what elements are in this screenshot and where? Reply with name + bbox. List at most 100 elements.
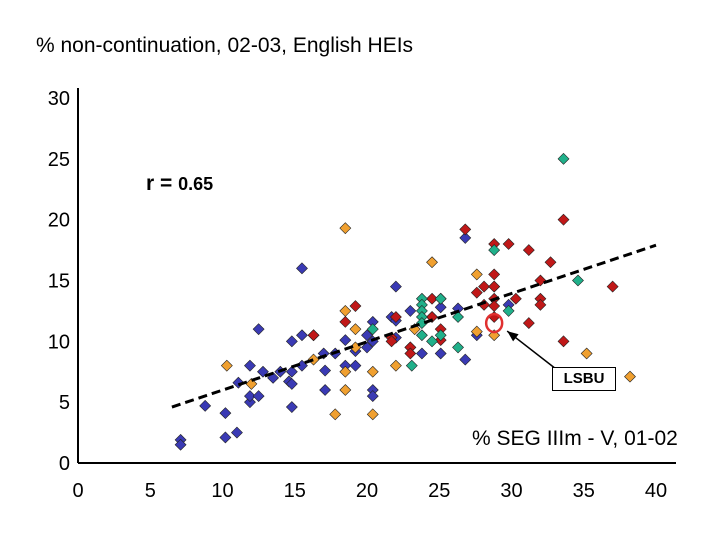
data-point [252,323,265,336]
data-point [426,292,438,305]
data-point [572,274,584,287]
data-point [606,280,619,293]
x-tick-label: 25 [428,480,450,502]
data-point [307,329,320,342]
data-point [415,329,428,342]
data-point [452,341,464,354]
data-point [459,353,472,366]
data-point [307,353,320,366]
data-point [557,335,570,348]
y-tick-label: 0 [59,453,70,475]
data-point [459,231,472,244]
data-point [389,311,402,323]
data-point [434,347,447,360]
data-point [534,298,547,311]
data-point [488,280,501,293]
data-point [478,280,490,293]
data-points [174,152,636,451]
data-point [245,377,258,390]
data-point [470,325,483,338]
data-point [349,359,362,372]
data-point [488,244,501,257]
data-point [285,365,298,378]
data-point [339,365,352,378]
data-point [329,408,342,421]
x-tick-label: 0 [72,480,83,502]
data-point [557,213,570,226]
data-point [488,268,501,281]
data-point [434,292,447,305]
data-point [220,359,233,372]
correlation-label: r = 0.65 [146,172,213,196]
data-point [366,390,379,403]
x-tick-label: 20 [356,480,378,502]
data-point [252,390,265,403]
data-point [349,323,362,336]
data-point [285,335,298,348]
x-tick-label: 5 [145,480,156,502]
data-point [509,292,522,305]
chart-title: % non-continuation, 02-03, English HEIs [36,34,414,57]
x-tick-label: 35 [573,480,595,502]
data-point [319,364,332,377]
data-point [349,300,362,312]
data-point [296,262,308,275]
data-point [426,335,438,348]
data-point [244,396,256,409]
trendline [171,243,657,409]
data-point [339,222,352,235]
data-point [405,359,418,372]
data-point [624,370,636,383]
data-point [404,347,417,360]
data-point [404,304,417,317]
data-point [366,365,379,378]
data-point [361,329,373,342]
data-point [385,335,398,348]
data-point [361,341,373,354]
data-point [174,438,187,451]
data-point [244,359,256,372]
data-point [434,329,447,342]
lsbu-callout-arrowhead [507,331,519,342]
data-point [319,384,332,396]
data-point [296,329,308,342]
data-point [339,384,352,396]
data-point [557,152,570,165]
data-point [366,323,379,336]
x-tick-label: 10 [211,480,233,502]
lsbu-highlight-marker [484,312,504,334]
y-tick-labels: 0 5 10 15 20 25 30 [48,88,70,475]
data-point [522,244,535,257]
data-point [366,408,379,421]
data-point [339,334,352,347]
data-point [544,256,557,269]
lsbu-callout-box: LSBU [552,367,616,391]
data-point [452,311,464,323]
data-point [339,315,352,328]
data-point [231,426,243,439]
data-point [219,407,232,420]
correlation-value: 0.65 [178,174,214,194]
y-tick-label: 30 [48,88,70,110]
data-point [244,390,256,403]
data-point [470,268,483,281]
data-point [434,301,447,314]
data-point [522,317,535,330]
y-tick-label: 10 [48,331,70,353]
data-point [285,377,298,390]
data-point [580,347,593,360]
data-point [339,304,352,317]
data-point [426,256,438,269]
x-tick-label: 15 [284,480,306,502]
data-point [389,359,402,372]
data-point [285,401,298,413]
data-point [488,300,501,312]
x-axis-title: % SEG IIIm - V, 01-02 [472,427,678,450]
x-tick-label: 30 [500,480,522,502]
y-tick-label: 5 [59,392,70,414]
data-point [502,238,515,250]
y-tick-label: 15 [48,271,70,293]
data-point [389,280,402,293]
y-tick-label: 25 [48,149,70,171]
